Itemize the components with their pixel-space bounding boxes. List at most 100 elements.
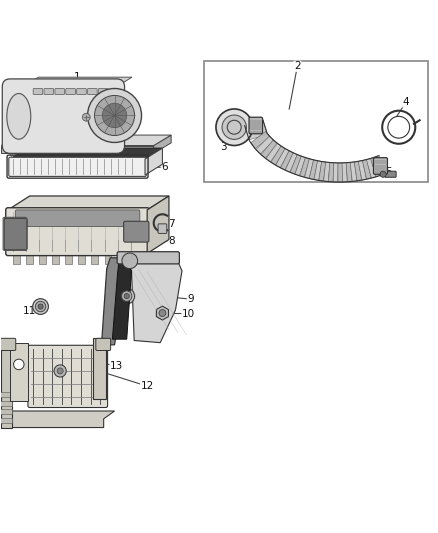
Polygon shape <box>10 148 162 159</box>
Polygon shape <box>333 163 338 182</box>
Text: 7: 7 <box>168 219 174 229</box>
Polygon shape <box>266 143 282 162</box>
Polygon shape <box>350 162 357 181</box>
Polygon shape <box>342 163 347 182</box>
Polygon shape <box>300 158 310 177</box>
FancyBboxPatch shape <box>9 157 146 176</box>
Circle shape <box>119 288 134 304</box>
Polygon shape <box>319 161 326 181</box>
FancyBboxPatch shape <box>204 61 428 182</box>
Text: 8: 8 <box>168 236 174 246</box>
Polygon shape <box>116 154 124 161</box>
Text: 3: 3 <box>220 142 226 152</box>
FancyBboxPatch shape <box>4 218 27 250</box>
Text: 11: 11 <box>110 288 124 298</box>
Polygon shape <box>46 154 53 161</box>
FancyBboxPatch shape <box>385 171 396 177</box>
Polygon shape <box>81 154 88 161</box>
Polygon shape <box>371 157 381 177</box>
FancyBboxPatch shape <box>55 88 64 94</box>
FancyBboxPatch shape <box>88 88 97 94</box>
Circle shape <box>216 109 253 146</box>
FancyBboxPatch shape <box>249 117 262 134</box>
FancyBboxPatch shape <box>96 338 111 351</box>
Circle shape <box>33 298 48 314</box>
Polygon shape <box>0 400 12 406</box>
Polygon shape <box>256 136 274 154</box>
Polygon shape <box>261 140 278 158</box>
Polygon shape <box>286 153 297 172</box>
Polygon shape <box>271 146 286 165</box>
FancyBboxPatch shape <box>158 224 167 233</box>
Polygon shape <box>290 155 302 174</box>
Polygon shape <box>367 158 376 178</box>
Polygon shape <box>1 146 154 154</box>
Text: 1: 1 <box>74 72 81 82</box>
Polygon shape <box>102 258 127 345</box>
Circle shape <box>380 171 386 177</box>
Polygon shape <box>145 148 162 175</box>
Text: 13: 13 <box>110 361 124 371</box>
Polygon shape <box>358 160 366 180</box>
FancyBboxPatch shape <box>15 210 140 227</box>
Circle shape <box>57 368 63 374</box>
Circle shape <box>159 310 166 317</box>
FancyBboxPatch shape <box>28 345 108 408</box>
Text: 10: 10 <box>182 309 195 319</box>
Polygon shape <box>92 254 98 264</box>
Polygon shape <box>314 161 322 180</box>
Polygon shape <box>57 154 65 161</box>
FancyBboxPatch shape <box>117 252 180 264</box>
Polygon shape <box>276 149 290 168</box>
Polygon shape <box>65 254 72 264</box>
Polygon shape <box>139 154 147 161</box>
Polygon shape <box>22 154 30 161</box>
Polygon shape <box>1 135 171 146</box>
Polygon shape <box>295 156 306 176</box>
Circle shape <box>95 95 134 135</box>
Polygon shape <box>92 154 100 161</box>
Polygon shape <box>304 159 314 179</box>
Polygon shape <box>39 254 46 264</box>
Circle shape <box>38 304 43 309</box>
Polygon shape <box>26 254 33 264</box>
Polygon shape <box>362 159 371 179</box>
Polygon shape <box>154 135 171 154</box>
FancyBboxPatch shape <box>124 221 149 242</box>
Polygon shape <box>0 392 12 397</box>
Polygon shape <box>34 154 42 161</box>
FancyBboxPatch shape <box>77 88 86 94</box>
Circle shape <box>222 115 247 140</box>
Polygon shape <box>309 160 318 180</box>
Polygon shape <box>1 411 115 427</box>
Polygon shape <box>104 154 112 161</box>
FancyBboxPatch shape <box>6 208 149 256</box>
Text: 6: 6 <box>161 162 168 172</box>
Polygon shape <box>10 154 18 161</box>
Polygon shape <box>0 409 12 415</box>
FancyBboxPatch shape <box>44 88 53 94</box>
Ellipse shape <box>7 93 31 139</box>
Circle shape <box>14 359 24 370</box>
Text: 9: 9 <box>187 294 194 304</box>
Circle shape <box>82 114 90 121</box>
Polygon shape <box>93 338 106 399</box>
Polygon shape <box>126 261 182 343</box>
Text: 12: 12 <box>141 381 154 391</box>
Circle shape <box>54 365 66 377</box>
Circle shape <box>35 301 46 312</box>
Polygon shape <box>251 131 270 149</box>
Polygon shape <box>1 349 12 427</box>
FancyBboxPatch shape <box>66 88 75 94</box>
Polygon shape <box>131 254 137 264</box>
Polygon shape <box>374 156 385 175</box>
Text: 4: 4 <box>403 97 410 107</box>
Polygon shape <box>69 154 77 161</box>
Text: 5: 5 <box>385 167 392 176</box>
Polygon shape <box>324 162 330 182</box>
Circle shape <box>122 253 138 269</box>
FancyBboxPatch shape <box>374 158 388 174</box>
Polygon shape <box>338 163 343 182</box>
FancyBboxPatch shape <box>33 88 43 94</box>
Polygon shape <box>13 254 20 264</box>
